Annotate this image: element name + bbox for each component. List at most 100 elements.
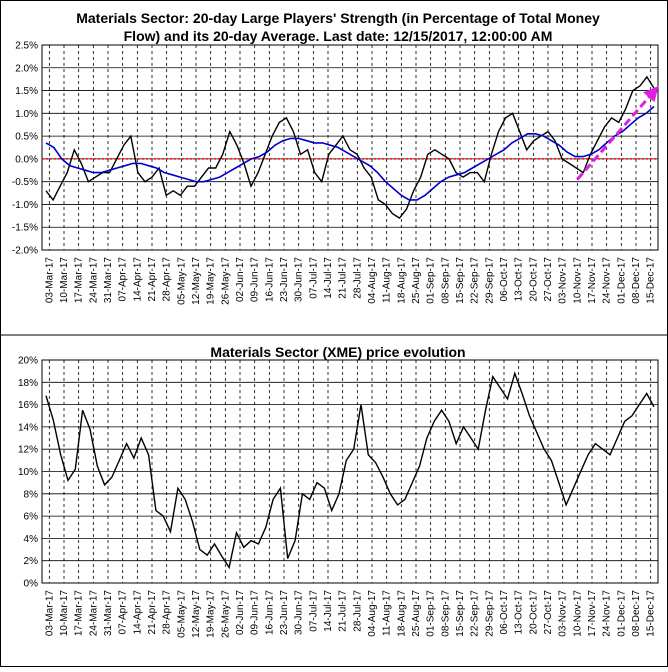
chart2-y-tick-label: 16% — [18, 400, 38, 411]
chart2-y-tick-label: 6% — [24, 512, 39, 523]
chart1-x-tick-label: 31-Mar-17 — [103, 257, 114, 304]
chart1-y-tick-label: -1.5% — [12, 223, 38, 234]
chart2-x-tick-label: 03-Nov-17 — [558, 590, 569, 637]
chart2-x-tick-label: 07-Apr-17 — [118, 590, 129, 635]
chart2-x-tick-label: 28-Apr-17 — [162, 590, 173, 635]
chart1-y-tick-label: -0.5% — [12, 177, 38, 188]
chart2-x-tick-label: 09-Jun-17 — [250, 590, 261, 635]
chart2-x-tick-label: 16-Jun-17 — [264, 590, 275, 635]
chart2-x-tick-label: 17-Nov-17 — [587, 590, 598, 637]
chart2-y-tick-label: 20% — [18, 356, 38, 367]
chart2-x-tick-label: 25-Aug-17 — [411, 590, 422, 637]
chart2-x-tick-label: 02-Jun-17 — [235, 590, 246, 635]
chart1-trend-arrow — [576, 86, 659, 181]
chart1-plot-area — [41, 44, 659, 251]
chart2-y-tick-label: 0% — [24, 579, 39, 590]
chart1-x-tick-label: 09-Jun-17 — [250, 257, 261, 302]
chart2-x-tick-label: 21-Apr-17 — [147, 590, 158, 635]
chart2-x-tick-label: 23-Jun-17 — [279, 590, 290, 635]
chart1-x-tick-label: 26-May-17 — [220, 257, 231, 305]
chart1-y-tick-label: 1.0% — [15, 109, 38, 120]
chart1-x-tick-label: 06-Oct-17 — [499, 257, 510, 302]
chart1-x-tick-label: 15-Dec-17 — [646, 257, 657, 304]
chart1-x-tick-label: 24-Nov-17 — [602, 257, 613, 304]
chart1-x-tick-label: 30-Jun-17 — [294, 257, 305, 302]
chart2-x-tick-label: 27-Oct-17 — [543, 590, 554, 635]
chart2-x-tick-label: 03-Mar-17 — [44, 590, 55, 637]
chart1-x-tick-label: 20-Oct-17 — [528, 257, 539, 302]
chart2-x-tick-label: 24-Mar-17 — [88, 590, 99, 637]
chart1-y-tick-label: 1.5% — [15, 86, 38, 97]
chart2-x-tick-label: 14-Jul-17 — [323, 590, 334, 632]
chart1-x-tick-label: 24-Mar-17 — [88, 257, 99, 304]
chart1-x-tick-label: 07-Apr-17 — [118, 257, 129, 302]
chart1-x-tick-label: 21-Apr-17 — [147, 257, 158, 302]
chart1-x-tick-label: 17-Mar-17 — [74, 257, 85, 304]
chart2-x-tick-label: 10-Nov-17 — [572, 590, 583, 637]
chart1-x-tick-label: 14-Apr-17 — [132, 257, 143, 302]
chart1-x-tick-label: 27-Oct-17 — [543, 257, 554, 302]
chart1-y-tick-label: 2.5% — [15, 41, 38, 52]
chart1-y-tick-label: -1.0% — [12, 200, 38, 211]
chart1-x-tick-label: 17-Nov-17 — [587, 257, 598, 304]
chart1-title-line: Flow) and its 20-day Average. Last date:… — [124, 28, 553, 44]
chart2-x-tick-label: 30-Jun-17 — [294, 590, 305, 635]
chart1-series-line-1 — [45, 75, 655, 220]
chart2-y-tick-label: 18% — [18, 378, 38, 389]
chart1-x-tick-label: 16-Jun-17 — [264, 257, 275, 302]
chart2-x-tick-label: 10-Mar-17 — [59, 590, 70, 637]
chart2-x-tick-label: 31-Mar-17 — [103, 590, 114, 637]
chart2-x-tick-label: 11-Aug-17 — [382, 590, 393, 636]
chart2-x-tick-label: 07-Jul-17 — [308, 590, 319, 632]
chart2-x-tick-label: 20-Oct-17 — [528, 590, 539, 635]
chart2-x-tick-label: 21-Jul-17 — [338, 590, 349, 632]
chart1-x-tick-label: 02-Jun-17 — [235, 257, 246, 302]
chart2-y-tick-label: 12% — [18, 445, 38, 456]
chart2-x-tick-label: 24-Nov-17 — [602, 590, 613, 637]
chart2-title-line: Materials Sector (XME) price evolution — [210, 344, 465, 360]
chart2-x-tick-label: 05-May-17 — [176, 590, 187, 638]
chart1-x-tick-label: 08-Sep-17 — [440, 257, 451, 304]
chart2-y-tick-label: 10% — [18, 467, 38, 478]
chart1-x-tick-label: 28-Apr-17 — [162, 257, 173, 302]
chart2-y-tick-label: 8% — [24, 489, 39, 500]
chart1-y-tick-label: 0.0% — [15, 154, 38, 165]
chart2-x-tick-label: 19-May-17 — [206, 590, 217, 638]
chart1-x-tick-label: 13-Oct-17 — [514, 257, 525, 302]
chart2-y-tick-label: 14% — [18, 422, 38, 433]
chart1-series-line-2 — [45, 105, 655, 201]
chart1-x-tick-label: 01-Dec-17 — [616, 257, 627, 304]
chart2-x-tick-label: 04-Aug-17 — [367, 590, 378, 637]
chart1-x-tick-label: 01-Sep-17 — [426, 257, 437, 304]
chart1-x-tick-label: 23-Jun-17 — [279, 257, 290, 302]
chart2-x-tick-label: 01-Dec-17 — [616, 590, 627, 637]
chart1-x-tick-label: 14-Jul-17 — [323, 257, 334, 299]
chart2-y-tick-label: 4% — [24, 534, 39, 545]
chart1-x-tick-label: 15-Sep-17 — [455, 257, 466, 304]
chart2-y-tick-label: 2% — [24, 556, 39, 567]
chart2-x-tick-label: 08-Dec-17 — [631, 590, 642, 637]
chart1-x-tick-label: 19-May-17 — [206, 257, 217, 305]
chart1-y-tick-label: -2.0% — [12, 246, 38, 257]
chart1-x-tick-label: 04-Aug-17 — [367, 257, 378, 304]
chart1-x-tick-label: 22-Sep-17 — [470, 257, 481, 304]
chart1-x-tick-label: 07-Jul-17 — [308, 257, 319, 299]
chart1-x-tick-label: 10-Mar-17 — [59, 257, 70, 304]
chart1-x-tick-label: 12-May-17 — [191, 257, 202, 305]
chart2-x-tick-label: 01-Sep-17 — [426, 590, 437, 637]
chart2-x-tick-label: 08-Sep-17 — [440, 590, 451, 637]
chart1-x-tick-label: 10-Nov-17 — [572, 257, 583, 304]
chart2-x-tick-label: 22-Sep-17 — [470, 590, 481, 637]
chart1-x-tick-label: 25-Aug-17 — [411, 257, 422, 304]
chart1-x-tick-label: 28-Jul-17 — [352, 257, 363, 299]
chart2-x-tick-label: 18-Aug-17 — [396, 590, 407, 637]
chart2-x-tick-label: 28-Jul-17 — [352, 590, 363, 632]
chart2-x-tick-label: 15-Dec-17 — [646, 590, 657, 637]
chart2-x-tick-label: 15-Sep-17 — [455, 590, 466, 637]
chart1-x-tick-label: 08-Dec-17 — [631, 257, 642, 304]
chart1-title-line: Materials Sector: 20-day Large Players' … — [76, 10, 600, 26]
chart2-x-tick-label: 29-Sep-17 — [484, 590, 495, 637]
chart1-x-tick-label: 03-Nov-17 — [558, 257, 569, 304]
